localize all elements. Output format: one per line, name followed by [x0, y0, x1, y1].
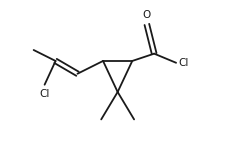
- Text: Cl: Cl: [178, 58, 188, 68]
- Text: Cl: Cl: [39, 89, 49, 99]
- Text: O: O: [142, 10, 150, 20]
